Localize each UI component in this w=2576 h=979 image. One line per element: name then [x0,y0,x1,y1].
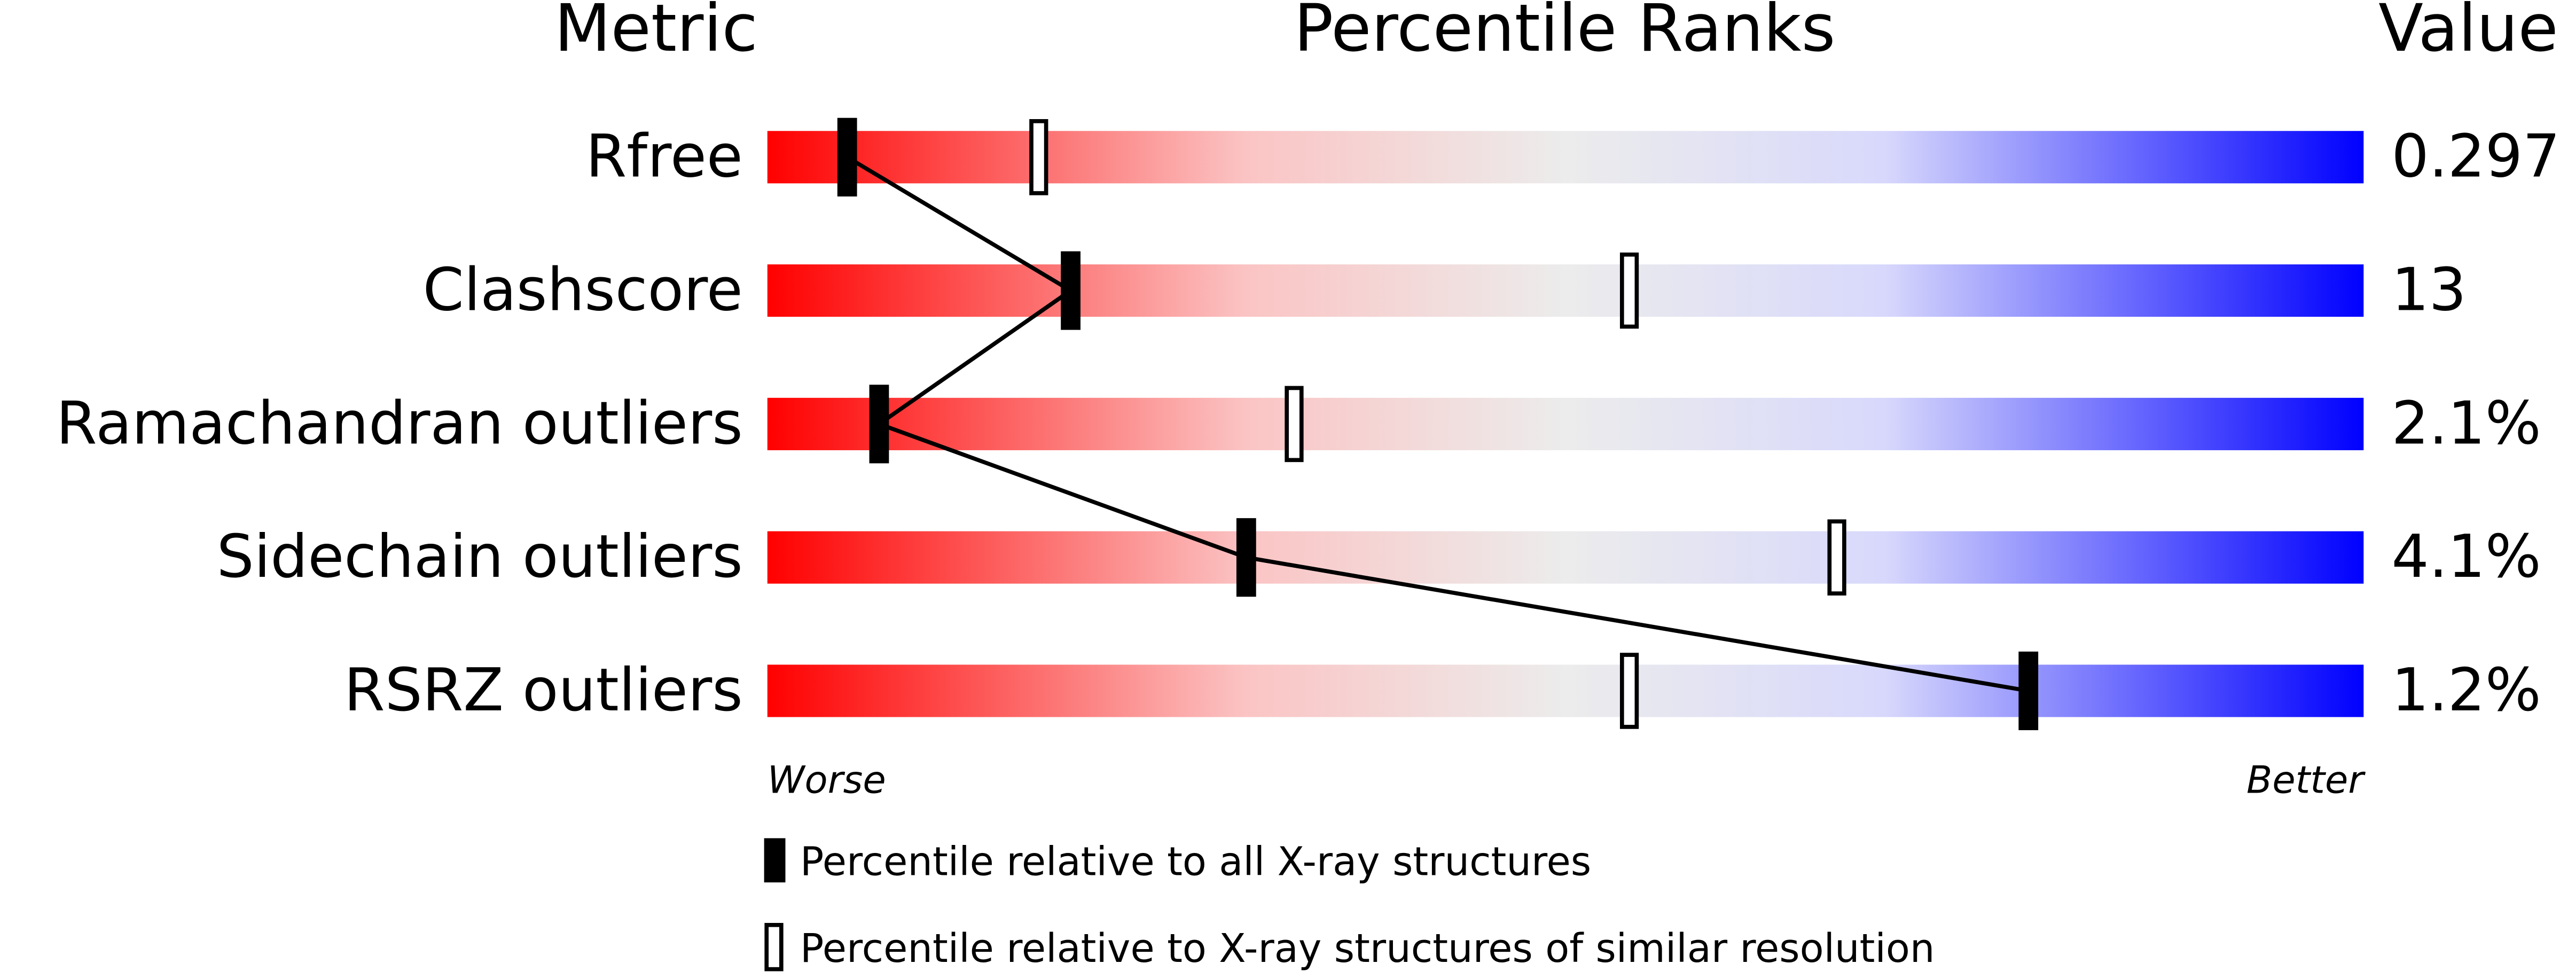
column-header: Metric [554,0,758,66]
metric-label: Sidechain outliers [217,523,743,591]
axis-end-label: Worse [768,758,886,802]
all-structures-marker [2018,651,2039,731]
metric-label: Clashscore [423,256,743,324]
metric-label: Ramachandran outliers [56,389,743,458]
legend-swatch [764,838,786,883]
column-header: Value [2378,0,2558,66]
percentile-bar [767,664,2364,717]
all-structures-marker [1061,251,1080,330]
similar-resolution-marker [1827,519,1846,596]
percentile-bar [767,131,2364,184]
similar-resolution-marker [1619,252,1639,329]
legend-label: Percentile relative to X-ray structures … [800,926,1935,972]
percentile-bar [767,264,2364,317]
metric-label: RSRZ outliers [344,656,743,725]
legend-label: Percentile relative to all X-ray structu… [800,839,1591,884]
similar-resolution-marker [1029,119,1048,195]
column-header: Percentile Ranks [1294,0,1836,66]
axis-end-label: Better [2246,758,2366,802]
metric-label: Rfree [586,123,743,191]
metric-value: 2.1% [2391,389,2541,458]
percentile-bar [767,397,2364,450]
all-structures-marker [869,385,889,464]
all-structures-marker [1236,518,1256,597]
all-structures-marker [837,118,857,197]
metric-value: 4.1% [2391,523,2541,591]
metric-value: 13 [2391,256,2466,324]
percentile-bar [767,531,2364,584]
metric-value: 1.2% [2391,656,2541,725]
metric-value: 0.297 [2391,123,2560,191]
similar-resolution-marker [1619,653,1639,729]
legend-swatch [764,923,784,972]
similar-resolution-marker [1285,386,1304,463]
